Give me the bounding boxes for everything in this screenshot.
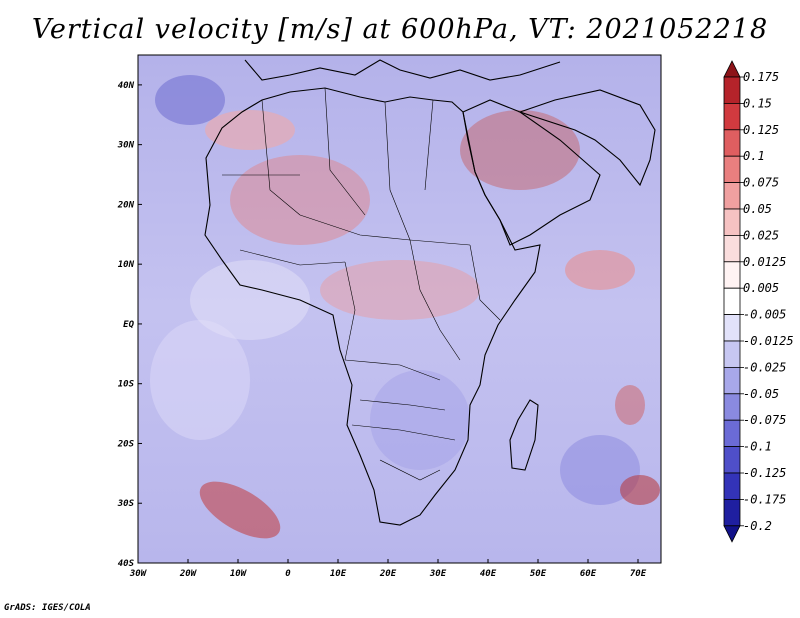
lon-tick-label: 30W — [129, 569, 148, 579]
map-frame — [137, 54, 662, 564]
colorbar-label: -0.2 — [743, 519, 772, 533]
colorbar-label: -0.0125 — [743, 334, 794, 348]
colorbar-label: 0.175 — [743, 70, 779, 84]
lat-tick-label: 30N — [117, 141, 135, 151]
colorbar-label: 0.025 — [743, 228, 779, 242]
colorbar-swatch — [723, 498, 741, 527]
lat-tick-label: 10N — [118, 260, 135, 270]
colorbar-swatch — [723, 234, 741, 263]
colorbar-swatch — [723, 287, 741, 316]
colorbar-swatch — [723, 76, 741, 104]
longitude-axis: 30W 20W 10W 0 10E 20E 30E 40E 50E 60E 70E — [129, 559, 647, 579]
chart-title: Vertical velocity [m/s] at 600hPa, VT: 2… — [31, 14, 769, 45]
lon-tick-label: 50E — [530, 569, 547, 579]
colorbar-top-arrow — [723, 60, 741, 78]
colorbar-label: -0.025 — [743, 360, 786, 374]
lon-tick-label: 0 — [285, 569, 291, 579]
colorbar-swatch — [723, 261, 741, 289]
lon-tick-label: 10W — [230, 569, 248, 579]
colorbar-swatch — [723, 366, 741, 395]
colorbar-label: 0.125 — [743, 123, 779, 137]
lat-tick-label: EQ — [123, 320, 134, 330]
lon-tick-label: 20E — [379, 569, 397, 579]
colorbar-swatch — [723, 446, 741, 474]
colorbar-label: 0.075 — [743, 176, 779, 190]
lon-tick-label: 70E — [630, 569, 647, 579]
lat-tick-label: 10S — [118, 380, 135, 390]
colorbar-label: 0.005 — [743, 281, 779, 295]
colorbar-bottom-arrow — [723, 525, 741, 543]
colorbar-swatch — [723, 129, 741, 157]
lat-tick-label: 30S — [117, 499, 135, 509]
colorbar-label: -0.175 — [743, 492, 786, 506]
colorbar-label: -0.05 — [743, 387, 779, 401]
lat-tick-label: 40S — [118, 559, 135, 569]
colorbar-swatch — [723, 103, 741, 131]
colorbar-label: -0.125 — [743, 466, 786, 480]
lat-tick-label: 40N — [118, 81, 135, 91]
colorbar: 0.175 0.15 0.125 0.1 0.075 0.05 0.025 0.0125 0.0… — [723, 60, 794, 543]
colorbar-label: 0.15 — [743, 96, 772, 110]
colorbar-swatch — [723, 419, 741, 448]
vertical-velocity-field — [138, 55, 661, 563]
lon-tick-label: 30E — [429, 569, 447, 579]
colorbar-swatch — [723, 314, 741, 342]
colorbar-swatch — [723, 155, 741, 183]
lat-tick-label: 20N — [117, 200, 135, 210]
colorbar-swatch — [723, 472, 741, 500]
lon-tick-label: 10E — [330, 569, 347, 579]
colorbar-label: -0.075 — [743, 413, 786, 427]
colorbar-label: 0.05 — [743, 202, 772, 216]
lon-tick-label: 60E — [580, 569, 597, 579]
lon-tick-label: 40E — [480, 569, 497, 579]
colorbar-swatch — [723, 393, 741, 421]
latitude-axis: 40N 30N 20N 10N EQ 10S 20S 30S 40S — [117, 81, 142, 569]
colorbar-label: -0.005 — [743, 308, 786, 322]
lon-tick-label: 20W — [179, 569, 198, 579]
colorbar-label: 0.1 — [743, 149, 765, 163]
colorbar-swatch — [723, 182, 741, 210]
grads-credit: GrADS: IGES/COLA — [4, 603, 91, 613]
colorbar-swatch — [723, 208, 741, 236]
colorbar-label: 0.0125 — [743, 255, 786, 269]
colorbar-swatch — [723, 340, 741, 368]
lat-tick-label: 20S — [117, 439, 135, 449]
colorbar-label: -0.1 — [743, 440, 772, 454]
